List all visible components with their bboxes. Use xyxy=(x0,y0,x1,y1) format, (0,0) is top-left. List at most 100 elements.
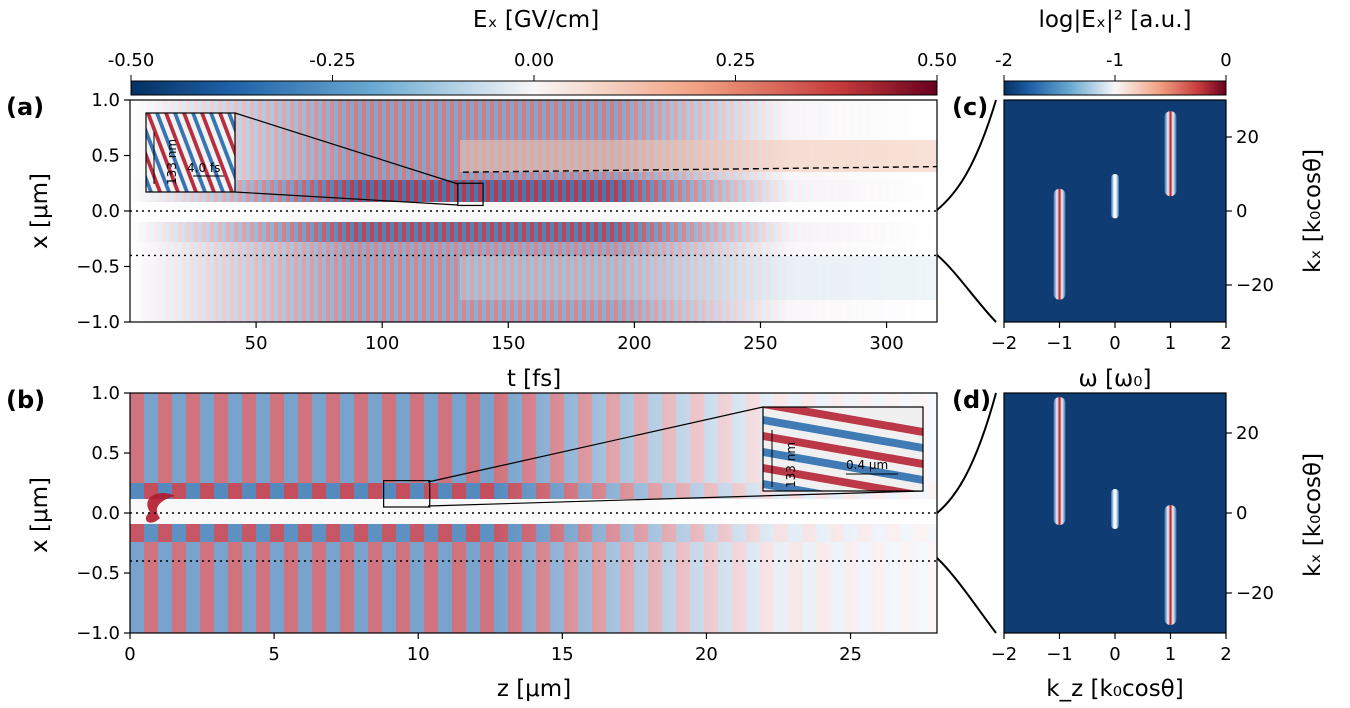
axis-d-xlabel: k_z [k₀cosθ] xyxy=(1046,676,1183,702)
x-tick-label: 0 xyxy=(1109,644,1120,665)
inset-a-frame xyxy=(145,112,236,193)
x-tick-label: 1 xyxy=(1165,644,1176,665)
y-tick-label: 0 xyxy=(1236,201,1247,222)
heatmap-a-reflected-band xyxy=(460,140,937,172)
axis-c-ylabel: kₓ [k₀cosθ] xyxy=(1300,149,1326,273)
colorbar-ex-gradient xyxy=(130,80,938,96)
inset-b-height-label: 133 nm xyxy=(784,442,798,488)
inset-b-connector-bottom xyxy=(427,490,924,507)
x-tick-label: 0 xyxy=(124,644,135,665)
x-tick-label: 1 xyxy=(1165,333,1176,354)
zoom-box-b xyxy=(383,480,431,508)
y-tick-label: 0.0 xyxy=(91,503,120,524)
heatmap-a-transmitted-band xyxy=(460,256,937,300)
heatmap-b-source xyxy=(145,493,175,523)
inset-b-width-label: 0.4 μm xyxy=(846,458,888,472)
y-tick-label: 20 xyxy=(1236,423,1259,444)
heatmap-c-features xyxy=(1053,111,1177,300)
x-tick-label: −1 xyxy=(1046,644,1073,665)
y-tick-label: 0.0 xyxy=(91,201,120,222)
colorbar-ex-ticks: -0.50 -0.25 0.00 0.25 0.50 xyxy=(108,50,957,81)
connector-a-c-top xyxy=(936,99,997,211)
spectral-feature-2 xyxy=(1164,111,1177,197)
axis-c-xlabel: ω [ω₀] xyxy=(1079,366,1152,392)
axis-a-xlabel: t [fs] xyxy=(507,366,561,392)
spectral-feature-0 xyxy=(1053,397,1066,525)
inset-a-connector-top xyxy=(234,112,459,185)
panel-label-c: (c) xyxy=(952,93,988,121)
panel-label-a: (a) xyxy=(6,93,44,121)
spectral-feature-1 xyxy=(1111,174,1119,219)
colorbar-tick-label: 0 xyxy=(1220,50,1231,71)
x-tick-label: −2 xyxy=(991,333,1018,354)
colorbar-ex-label: Eₓ [GV/cm] xyxy=(473,7,599,33)
axis-b-ylabel: x [μm] xyxy=(27,477,53,553)
heatmap-a xyxy=(130,100,937,322)
panel-c: −2 −1 0 1 2 −20 0 20 ω [ω₀] kₓ [k₀cosθ] xyxy=(936,99,1326,392)
guide-line-dashed xyxy=(462,165,938,173)
colorbar-tick-label: -0.50 xyxy=(108,50,155,71)
x-tick-label: 200 xyxy=(617,333,651,354)
colorbar-log-gradient xyxy=(1003,80,1227,96)
inset-b-connector-top xyxy=(427,406,764,483)
x-tick-label: 2 xyxy=(1220,333,1231,354)
axis-b-xlabel: z [μm] xyxy=(497,676,571,702)
inset-a-height-label: 133 nm xyxy=(165,139,179,185)
panel-label-b: (b) xyxy=(6,386,45,414)
spectral-feature-0 xyxy=(1053,188,1066,300)
y-tick-label: 1.0 xyxy=(91,383,120,404)
y-tick-label: −1.0 xyxy=(76,623,120,644)
y-tick-label: −20 xyxy=(1236,275,1274,296)
inset-a-width-label: 4.0 fs xyxy=(187,161,220,175)
x-tick-label: 300 xyxy=(869,333,903,354)
x-tick-label: 150 xyxy=(491,333,525,354)
heatmap-d-features xyxy=(1053,397,1177,625)
axis-d-ylabel: kₓ [k₀cosθ] xyxy=(1300,453,1326,577)
colorbar-tick-label: -2 xyxy=(995,50,1013,71)
y-tick-label: 0.5 xyxy=(91,443,120,464)
panel-a: 133 nm 4.0 fs 50 100 150 200 250 300 −1.0 −0.5 0… xyxy=(27,90,938,392)
axes-b: 0 5 10 15 20 25 −1.0 −0.5 0.0 0.5 1.0 xyxy=(76,383,862,665)
spectral-feature-2 xyxy=(1164,505,1177,625)
y-tick-label: −20 xyxy=(1236,583,1274,604)
connector-b-d-top xyxy=(936,392,997,514)
x-tick-label: −1 xyxy=(1046,333,1073,354)
y-tick-label: 0 xyxy=(1236,503,1247,524)
colorbar-log-label: log|Eₓ|² [a.u.] xyxy=(1038,7,1191,33)
x-tick-label: 5 xyxy=(268,644,279,665)
inset-b-image xyxy=(763,407,923,491)
y-tick-label: −0.5 xyxy=(76,257,120,278)
inset-a-connector-bottom xyxy=(234,191,459,206)
inset-a: 133 nm 4.0 fs xyxy=(145,112,459,206)
colorbar-tick-label: 0.00 xyxy=(514,50,554,71)
x-tick-label: 0 xyxy=(1109,333,1120,354)
x-tick-label: 25 xyxy=(839,644,862,665)
x-tick-label: 15 xyxy=(551,644,574,665)
colorbar-tick-label: 0.50 xyxy=(917,50,957,71)
y-tick-label: −0.5 xyxy=(76,563,120,584)
axes-c: −2 −1 0 1 2 −20 0 20 xyxy=(991,127,1274,354)
guides-b xyxy=(130,512,937,562)
inset-a-image xyxy=(146,113,235,192)
axes-d: −2 −1 0 1 2 −20 0 20 xyxy=(991,423,1274,665)
axis-a-ylabel: x [μm] xyxy=(27,173,53,249)
panel-label-d: (d) xyxy=(952,386,991,414)
zoom-box-a xyxy=(457,182,484,207)
y-tick-label: 20 xyxy=(1236,127,1259,148)
panel-b: 133 nm 0.4 μm 0 5 10 15 20 25 −1.0 −0.5 0.0 0.5 1.… xyxy=(27,383,938,702)
axes-a: 50 100 150 200 250 300 −1.0 −0.5 0.0 0.5 1.0 xyxy=(76,90,903,354)
spectral-feature-1 xyxy=(1111,489,1119,529)
colorbar-log-ticks: -2 -1 0 xyxy=(995,50,1232,81)
colorbar-tick-label: -0.25 xyxy=(309,50,356,71)
x-tick-label: 250 xyxy=(743,333,777,354)
x-tick-label: −2 xyxy=(991,644,1018,665)
connector-a-c-bottom xyxy=(936,254,997,323)
colorbar-tick-label: 0.25 xyxy=(715,50,755,71)
y-tick-label: −1.0 xyxy=(76,312,120,333)
panel-d: −2 −1 0 1 2 −20 0 20 k_z [k₀cosθ] kₓ [k₀cosθ] xyxy=(936,392,1326,702)
connector-b-d-bottom xyxy=(936,557,997,634)
colorbar-log: log|Eₓ|² [a.u.] -2 -1 0 xyxy=(995,7,1232,96)
colorbar-tick-label: -1 xyxy=(1106,50,1124,71)
x-tick-label: 100 xyxy=(365,333,399,354)
